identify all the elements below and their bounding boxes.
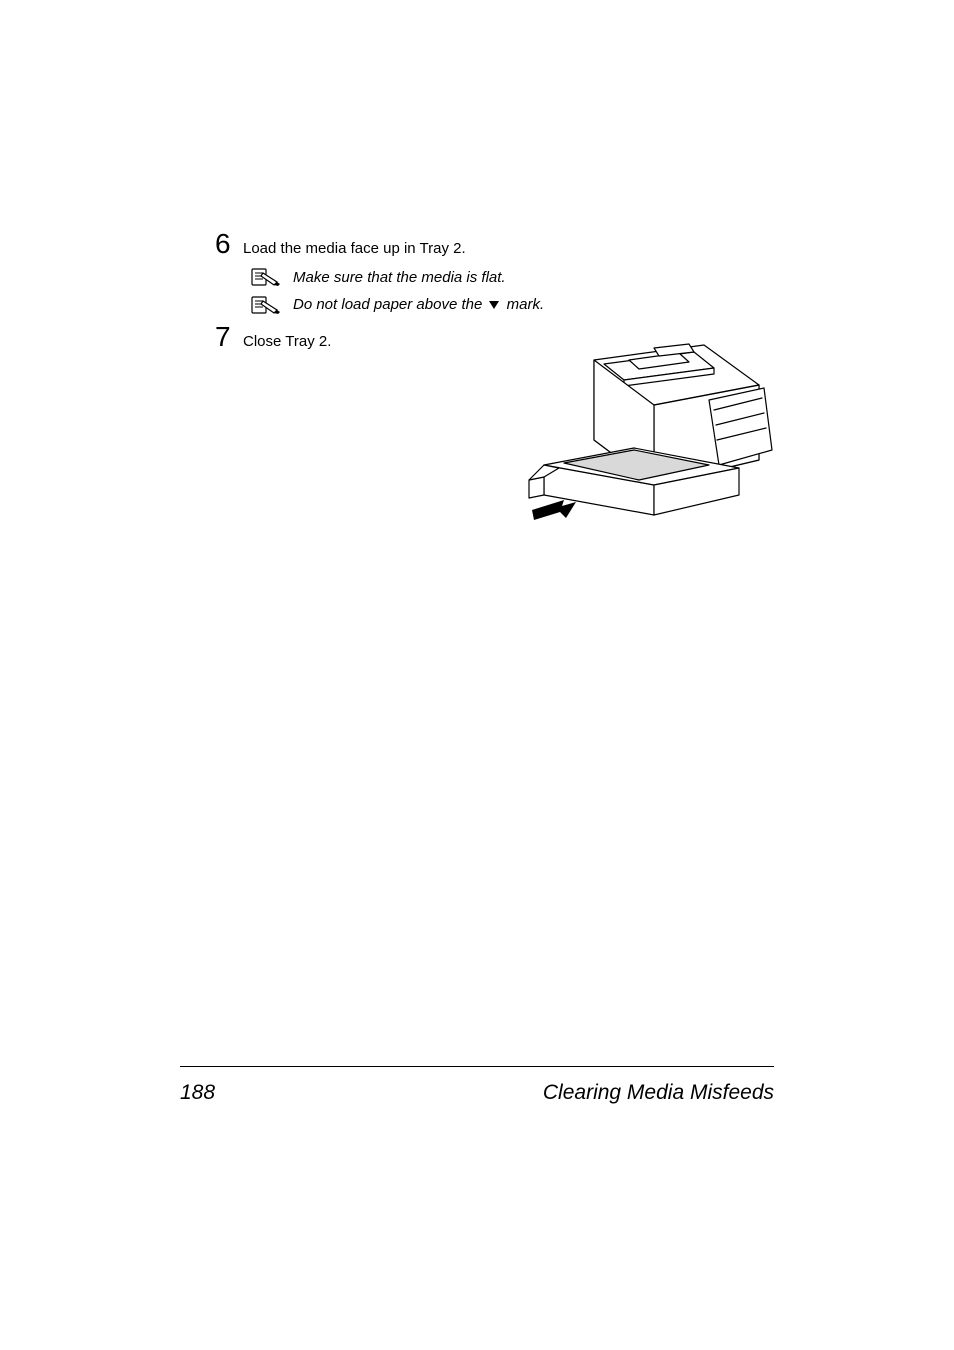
step-number: 6 (215, 230, 233, 258)
note-icon (251, 267, 281, 287)
limit-mark-icon (488, 297, 500, 314)
note-text: Do not load paper above the mark. (293, 296, 544, 314)
step-text: Close Tray 2. (243, 323, 331, 352)
note-icon (251, 295, 281, 315)
step-6: 6 Load the media face up in Tray 2. (215, 230, 774, 259)
footer-row: 188 Clearing Media Misfeeds (180, 1081, 774, 1105)
note-text: Make sure that the media is flat. (293, 269, 506, 286)
step-text: Load the media face up in Tray 2. (243, 230, 466, 259)
section-title: Clearing Media Misfeeds (543, 1081, 774, 1105)
printer-illustration (504, 330, 774, 530)
note-1: Make sure that the media is flat. (251, 267, 774, 287)
page-footer: 188 Clearing Media Misfeeds (180, 1066, 774, 1105)
footer-rule (180, 1066, 774, 1067)
note-2: Do not load paper above the mark. (251, 295, 774, 315)
note-text-after: mark. (507, 296, 545, 313)
manual-page: 6 Load the media face up in Tray 2. Make… (0, 0, 954, 1350)
step-number: 7 (215, 323, 233, 351)
page-number: 188 (180, 1081, 215, 1105)
note-text-before: Do not load paper above the (293, 296, 486, 313)
